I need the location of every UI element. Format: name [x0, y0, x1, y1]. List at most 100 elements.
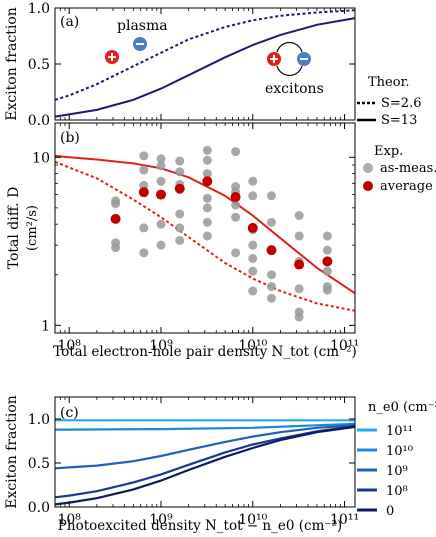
as-measured-point	[175, 156, 185, 166]
panel-c-xtick-label: 10⁸	[57, 512, 81, 528]
as-measured-point	[294, 211, 304, 221]
as-measured-point	[248, 240, 258, 250]
panel-c-curve-4	[54, 425, 356, 506]
as-measured-point	[111, 243, 121, 253]
ne0-legend-entry: 0	[386, 504, 394, 519]
panel-c-xtick-label: 10¹¹	[330, 512, 359, 528]
panel-a-curves	[54, 9, 356, 118]
average-point	[155, 189, 166, 200]
as-measured-point	[175, 223, 185, 233]
panel-a-ytick-label: 1.0	[28, 1, 50, 17]
as-measured-point	[322, 245, 332, 255]
as-measured-point	[139, 248, 149, 258]
as-measured-point	[139, 151, 149, 161]
as-measured-point	[156, 219, 166, 229]
as-measured-point	[156, 240, 166, 250]
exciton-pair-icon	[267, 41, 311, 77]
as-measured-point	[294, 231, 304, 241]
legend-as-measured-marker	[363, 163, 373, 173]
plasma-hole-icon	[105, 50, 119, 64]
as-measured-point	[202, 169, 212, 179]
panel-b-frame	[54, 122, 356, 334]
as-measured-point	[156, 176, 166, 186]
average-point	[202, 176, 213, 187]
as-measured-point	[202, 193, 212, 203]
panel-b-label: (b)	[60, 130, 80, 146]
excitons-label: excitons	[265, 81, 324, 97]
panel-b-ytick-label: 1	[41, 318, 50, 334]
plasma-electron-icon	[133, 37, 147, 51]
panel-c-xtick-label: 10¹⁰	[238, 512, 267, 528]
ne0-legend-entry: 10¹⁰	[386, 444, 413, 459]
panel-a-curve-solid	[54, 17, 356, 118]
panel-c-ytick-label: 1.0	[28, 412, 50, 428]
panel-c-label: (c)	[60, 405, 79, 421]
as-measured-point	[231, 147, 241, 157]
as-measured-point	[322, 266, 332, 276]
panel-b-xtick-label: 10¹⁰	[238, 338, 267, 354]
as-measured-point	[156, 161, 166, 171]
theory-legend-title: Theor.	[368, 75, 409, 90]
panel-a: 0.0 0.5 1.0 (a) Exciton fraction plasma ex…	[4, 1, 356, 129]
panel-b-ylabel-line2: (cm²/s)	[25, 205, 40, 251]
as-measured-point	[294, 312, 304, 322]
as-measured-point	[231, 212, 241, 222]
panel-b-xtick-label: 10¹¹	[330, 338, 359, 354]
panel-a-label: (a)	[60, 14, 79, 30]
legend-as-measured-label: as-meas.	[380, 161, 436, 176]
as-measured-point	[111, 199, 121, 209]
as-measured-point	[322, 231, 332, 241]
as-measured-point	[248, 266, 258, 276]
average-point	[174, 183, 185, 194]
as-measured-point	[202, 231, 212, 241]
as-measured-point	[267, 293, 277, 303]
panel-c-curve-3	[54, 424, 356, 499]
average-point	[322, 256, 333, 267]
as-measured-point	[248, 286, 258, 296]
panel-b-curve-dotted	[54, 160, 356, 312]
panel-c-ytick-label: 0.0	[28, 500, 50, 516]
as-measured-point	[202, 155, 212, 165]
average-point	[247, 222, 258, 233]
panel-b-xtick-label: 10⁸	[57, 338, 81, 354]
as-measured-point	[156, 154, 166, 164]
as-measured-point	[248, 176, 258, 186]
panel-b-curves	[54, 154, 356, 312]
average-point	[230, 192, 241, 203]
panel-c: 10⁸ 10⁹ 10¹⁰ 10¹¹ 0.0 0.5 1.0 (c) Exciton frac…	[4, 395, 359, 534]
experiment-legend: Exp. as-meas. average	[363, 144, 436, 194]
panel-b-ytick-label: 10	[32, 150, 50, 166]
panel-c-curves	[54, 419, 356, 506]
panel-b-ylabel-line1: Total diff. D	[6, 187, 22, 270]
panel-a-frame	[54, 7, 356, 121]
panel-c-ticks: 10⁸ 10⁹ 10¹⁰ 10¹¹ 0.0 0.5 1.0	[28, 397, 359, 528]
panel-c-xtick-label: 10⁹	[149, 512, 173, 528]
as-measured-point	[231, 200, 241, 210]
as-measured-point	[248, 191, 258, 201]
as-measured-point	[267, 217, 277, 227]
as-measured-point	[267, 191, 277, 201]
as-measured-point	[267, 282, 277, 292]
as-measured-point	[139, 223, 149, 233]
panel-a-curve-dotted	[54, 9, 356, 101]
as-measured-point	[202, 203, 212, 213]
ne0-legend: n_e0 (cm⁻²) 10¹¹ 10¹⁰ 10⁹ 10⁸ 0	[357, 400, 436, 519]
ne0-legend-entry: 10¹¹	[386, 424, 413, 439]
average-point	[138, 187, 149, 198]
average-point	[110, 213, 121, 224]
average-point	[294, 259, 305, 270]
panel-b-points	[110, 145, 333, 322]
as-measured-point	[322, 285, 332, 295]
panel-c-xlabel: Photoexcited density N_tot − n_e0 (cm⁻²)	[58, 518, 342, 534]
as-measured-point	[175, 209, 185, 219]
panel-a-ylabel: Exciton fraction	[4, 7, 20, 121]
legend-average-marker	[363, 181, 373, 191]
as-measured-point	[202, 145, 212, 155]
as-measured-point	[139, 180, 149, 190]
as-measured-point	[248, 253, 258, 263]
theory-legend-entry-dotted: S=2.6	[381, 96, 421, 111]
panel-c-curve-2	[54, 424, 356, 470]
panel-c-frame	[54, 396, 356, 508]
theory-legend: Theor. S=2.6 S=13	[357, 75, 421, 128]
